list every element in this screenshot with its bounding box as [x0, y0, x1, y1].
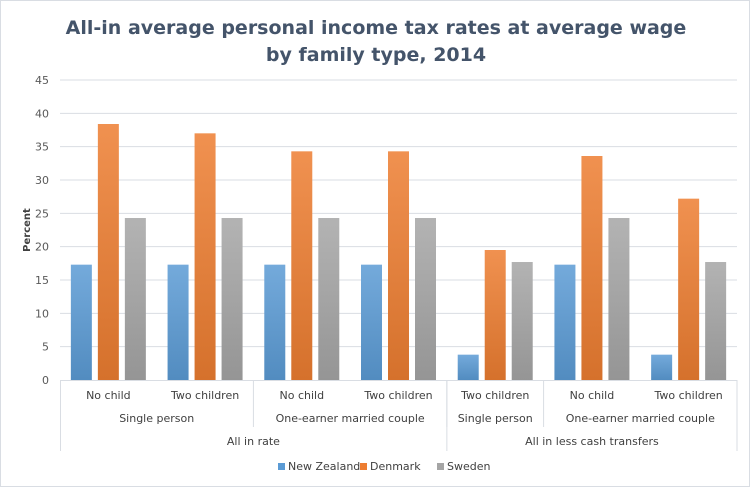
- bar-denmark: [484, 250, 506, 380]
- y-tick-label: 35: [35, 141, 49, 154]
- bar-new-zealand: [167, 264, 189, 380]
- y-tick-label: 30: [35, 174, 49, 187]
- legend-label: Denmark: [370, 460, 421, 473]
- legend-swatch-sweden: [437, 463, 444, 470]
- bar-new-zealand: [457, 354, 479, 380]
- bar-new-zealand: [70, 264, 92, 380]
- x-group-label: Single person: [458, 412, 533, 425]
- x-category-label: Two children: [170, 389, 239, 402]
- x-category-label: No child: [279, 389, 324, 402]
- bar-new-zealand: [361, 264, 382, 380]
- bar-sweden: [705, 262, 727, 380]
- x-axis: No child Two children No child Two children…: [60, 380, 738, 451]
- bar-denmark: [678, 198, 700, 380]
- chart-title-line-1: All-in average personal income tax rates…: [66, 17, 687, 39]
- x-supergroup-label: All in less cash transfers: [525, 435, 659, 448]
- chart-title-line-2: by family type, 2014: [266, 44, 486, 66]
- x-supergroup-label: All in rate: [227, 435, 280, 448]
- bar-sweden: [608, 218, 630, 380]
- x-category-label: Two children: [460, 389, 529, 402]
- x-group-label: One-earner married couple: [276, 412, 425, 425]
- y-axis-label: Percent: [22, 208, 33, 252]
- y-axis-ticks: 0 5 10 15 20 25 30 35 40 45: [35, 74, 49, 387]
- x-category-label: Two children: [363, 389, 432, 402]
- x-group-label: Single person: [119, 412, 194, 425]
- bar-sweden: [415, 218, 436, 380]
- y-tick-label: 10: [35, 307, 49, 320]
- x-category-label: No child: [570, 389, 615, 402]
- y-tick-label: 20: [35, 241, 49, 254]
- y-tick-label: 5: [42, 341, 49, 354]
- bar-denmark: [388, 151, 409, 380]
- bar-sweden: [511, 262, 533, 380]
- bar-denmark: [581, 156, 603, 380]
- y-tick-label: 25: [35, 207, 49, 220]
- bar-new-zealand: [554, 264, 576, 380]
- bar-denmark: [291, 151, 313, 380]
- y-tick-label: 40: [35, 107, 49, 120]
- bar-sweden: [318, 218, 340, 380]
- y-tick-label: 0: [42, 374, 49, 387]
- bar-sweden: [221, 218, 243, 380]
- x-group-label: One-earner married couple: [566, 412, 715, 425]
- x-category-label: No child: [86, 389, 131, 402]
- bar-denmark: [97, 124, 119, 380]
- bar-new-zealand: [264, 264, 286, 380]
- legend-label: Sweden: [447, 460, 490, 473]
- legend-label: New Zealand: [288, 460, 360, 473]
- legend-swatch-denmark: [360, 463, 367, 470]
- y-tick-label: 15: [35, 274, 49, 287]
- y-tick-label: 45: [35, 74, 49, 87]
- bar-new-zealand: [651, 354, 673, 380]
- bar-sweden: [124, 218, 146, 380]
- legend-swatch-new-zealand: [278, 463, 285, 470]
- x-category-label: Two children: [654, 389, 723, 402]
- bar-denmark: [194, 133, 216, 380]
- bars: [70, 124, 727, 380]
- legend: New Zealand Denmark Sweden: [278, 460, 490, 473]
